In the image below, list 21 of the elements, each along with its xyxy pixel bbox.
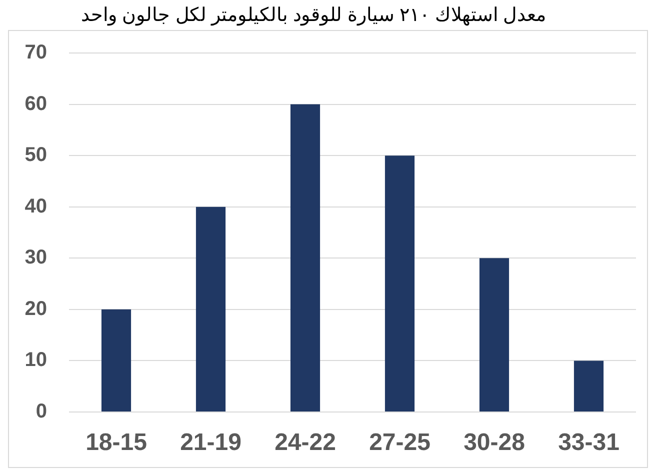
x-tick-label: 24-22 <box>274 429 336 456</box>
bar <box>101 309 132 412</box>
x-tick-label: 18-15 <box>86 429 147 456</box>
y-tick-label: 70 <box>24 42 47 64</box>
x-tick-label: 33-31 <box>558 429 620 456</box>
x-tick-label: 30-28 <box>464 429 525 456</box>
bar <box>384 156 415 412</box>
y-tick-label: 40 <box>24 195 47 218</box>
y-tick-label: 0 <box>36 400 47 423</box>
x-tick-label: 21-19 <box>180 429 242 456</box>
y-tick-label: 50 <box>24 144 47 166</box>
y-tick-label: 10 <box>24 349 47 372</box>
y-tick-label: 20 <box>24 298 47 320</box>
chart-title: معدل استهلاك ٢١٠ سيارة للوقود بالكيلومتر لكل جالون واحد <box>80 4 548 28</box>
bar <box>574 360 604 412</box>
y-tick-label: 60 <box>24 92 47 115</box>
bar <box>479 258 510 412</box>
x-tick-label: 27-25 <box>369 429 430 456</box>
bar <box>290 104 320 412</box>
bar <box>196 206 226 412</box>
y-tick-label: 30 <box>24 246 47 269</box>
